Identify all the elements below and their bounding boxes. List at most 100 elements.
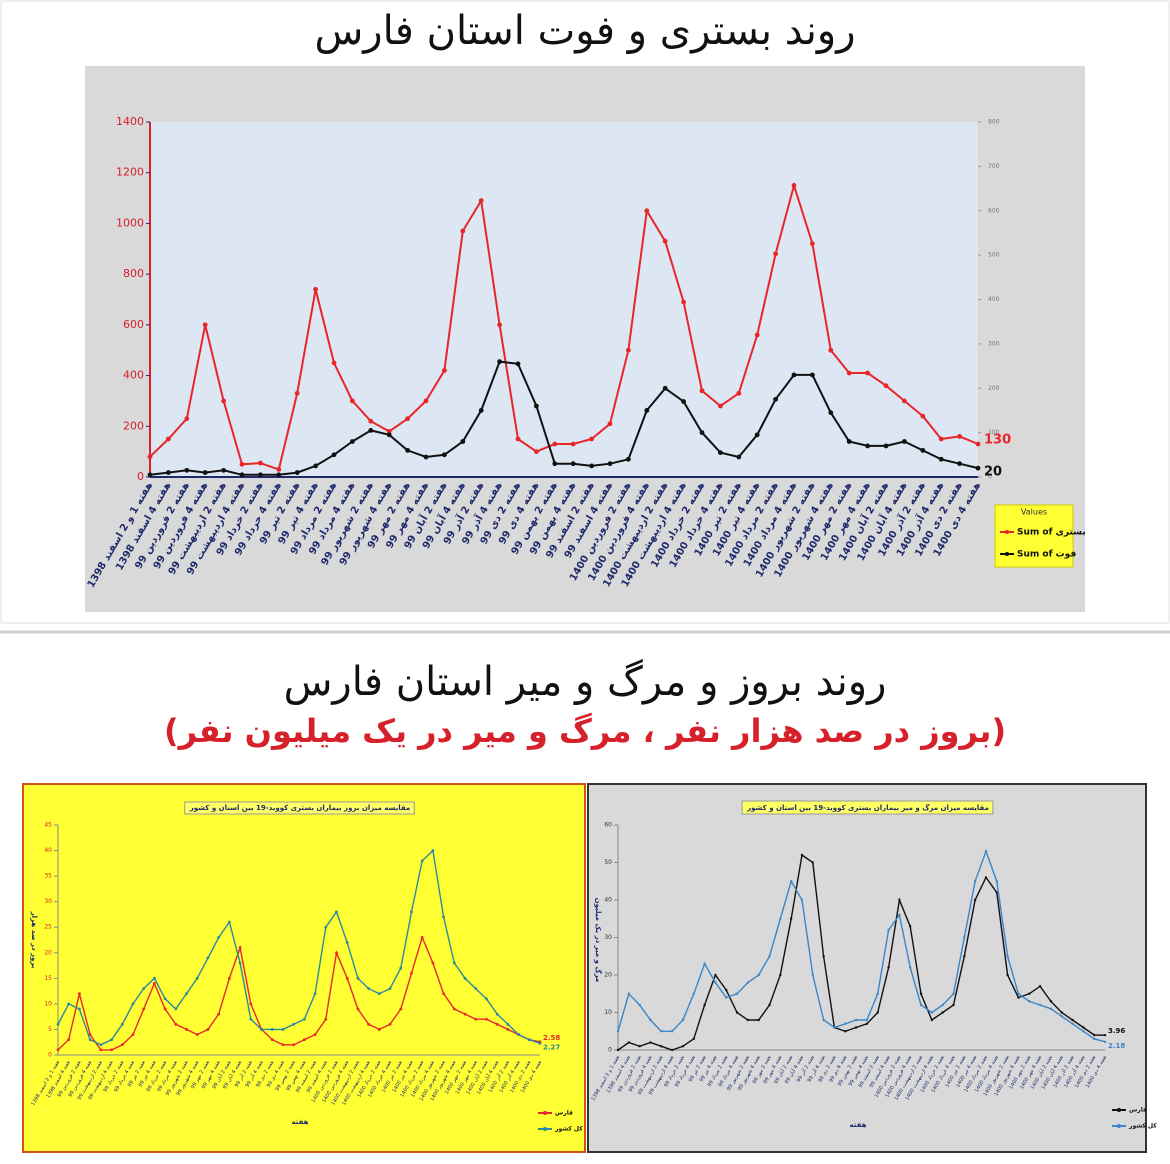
point [239,461,245,467]
point [517,1033,520,1036]
point [995,891,998,894]
point [302,1017,306,1021]
point [1006,973,1009,977]
point [356,1007,360,1011]
point [930,1011,934,1014]
y-tick-label: 400 [123,369,144,382]
point [736,454,742,460]
point [930,1018,934,1022]
point [681,399,686,404]
point [963,936,966,939]
point [828,347,834,353]
point [1006,955,1009,958]
point [975,465,981,471]
series-line [149,360,979,476]
point [670,1048,674,1052]
point [919,1003,923,1007]
point [442,992,445,996]
chart-title: مقایسه میزان بروز بیماران بستری کووید-19… [189,804,410,812]
point [865,1022,869,1025]
point [88,1033,92,1036]
point [163,997,167,1001]
point [423,454,429,460]
point [952,992,955,995]
point [718,403,723,409]
point [920,447,926,453]
point [1028,992,1031,995]
point [110,1038,113,1042]
point [833,1026,836,1029]
point [626,347,631,353]
point [883,383,889,389]
point [552,461,558,467]
y-tick-label: 60 [604,822,612,829]
point [270,1028,274,1031]
point [324,925,328,929]
section-frame [0,0,1170,624]
point [345,976,349,980]
legend-box [994,504,1074,568]
point [174,1007,178,1011]
y-tick-label: 200 [123,419,144,432]
data-label: 2.27 [543,1043,560,1051]
point [1103,1040,1107,1044]
point [909,966,912,969]
point [725,988,728,992]
point [941,1011,944,1014]
point [1038,985,1042,988]
point [99,1048,103,1052]
point [1092,1033,1096,1037]
point [995,880,998,883]
point [735,1011,739,1014]
point [703,1003,706,1007]
point [626,456,631,462]
point [227,976,231,980]
point [534,449,539,455]
point [627,992,631,995]
point [660,1045,663,1048]
point [754,432,760,438]
point [258,460,263,466]
point [1071,1022,1074,1025]
legend-marker [1005,552,1009,556]
point [356,976,360,980]
point [313,286,318,292]
point [478,408,484,413]
point [184,467,190,473]
y-tick-label: 0 [137,470,144,483]
point [399,1007,403,1011]
point [1060,1011,1063,1014]
point [800,853,804,857]
point [258,472,263,478]
series-line [617,853,1106,1051]
point [919,992,923,995]
point [294,390,300,396]
point [478,198,484,204]
point [238,961,242,965]
data-label: 3.96 [1108,1027,1125,1035]
point [350,439,355,444]
y-tick-label: 15 [44,975,52,982]
point [463,1012,467,1016]
chart-panel [587,783,1147,1153]
point [292,1022,296,1026]
series-line [57,849,541,1046]
point [975,441,981,447]
point [431,849,435,852]
point [1049,1000,1053,1003]
point [331,452,337,458]
point [221,398,227,404]
point [386,432,392,438]
point [185,1028,188,1031]
point [1038,1003,1042,1007]
point [238,946,242,950]
point [420,936,424,939]
point [638,1045,641,1048]
y-tick-label: 25 [44,924,52,931]
point [552,441,558,447]
point [846,439,852,444]
point [649,1018,652,1022]
point [260,1028,263,1031]
x-axis-label: هفته [292,1118,309,1126]
